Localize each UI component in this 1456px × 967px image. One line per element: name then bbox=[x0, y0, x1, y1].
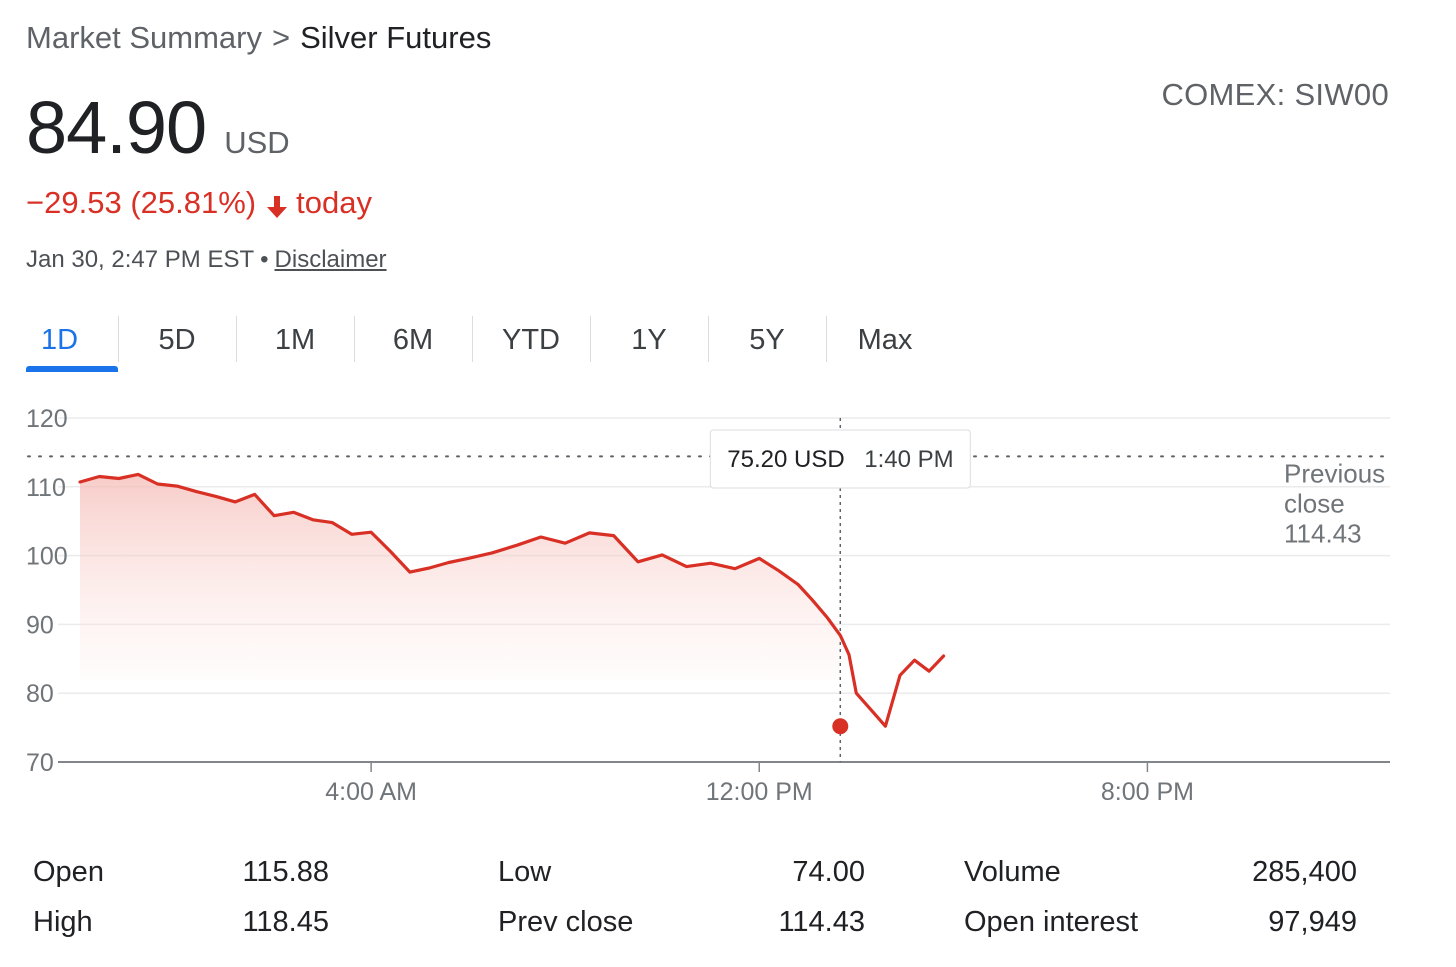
y-tick-label: 110 bbox=[26, 474, 66, 502]
hover-point bbox=[832, 718, 849, 735]
arrow-down-icon bbox=[266, 190, 288, 218]
stat-label-open-interest: Open interest bbox=[964, 906, 1139, 938]
tab-ytd[interactable]: YTD bbox=[472, 310, 590, 370]
y-tick-label: 120 bbox=[26, 405, 68, 433]
timestamp-row: Jan 30, 2:47 PM EST • Disclaimer bbox=[26, 244, 387, 276]
tab-1y[interactable]: 1Y bbox=[590, 310, 708, 370]
tab-5y[interactable]: 5Y bbox=[708, 310, 826, 370]
x-tick-label: 8:00 PM bbox=[1101, 778, 1194, 806]
stat-label-prev-close: Prev close bbox=[498, 906, 634, 938]
x-tick-label: 12:00 PM bbox=[706, 778, 813, 806]
tab-6m[interactable]: 6M bbox=[354, 310, 472, 370]
tooltip-time: 1:40 PM bbox=[864, 446, 953, 473]
breadcrumb: Market Summary > Silver Futures bbox=[26, 18, 491, 58]
price-line bbox=[78, 472, 946, 728]
tab-1d[interactable]: 1D bbox=[26, 310, 118, 372]
breadcrumb-separator: > bbox=[271, 20, 291, 55]
chart-tooltip: 75.20 USD 1:40 PM bbox=[709, 429, 971, 489]
stat-value-volume: 285,400 bbox=[1252, 856, 1357, 888]
x-tick-label: 4:00 AM bbox=[325, 778, 417, 806]
breadcrumb-current: Silver Futures bbox=[300, 20, 492, 55]
tooltip-value: 75.20 USD bbox=[727, 446, 844, 473]
stat-value-high: 118.45 bbox=[242, 906, 329, 938]
stat-value-open-interest: 97,949 bbox=[1268, 906, 1357, 938]
change-amount: −29.53 bbox=[26, 185, 122, 220]
price-change: −29.53 (25.81%) today bbox=[26, 183, 372, 223]
previous-close-label-line2: close bbox=[1284, 488, 1345, 518]
stats-table: Open 115.88 Low 74.00 Volume 285,400 Hig… bbox=[33, 852, 1363, 952]
ticker-symbol: COMEX: SIW00 bbox=[1161, 77, 1389, 112]
disclaimer-link[interactable]: Disclaimer bbox=[274, 246, 387, 273]
range-tabs: 1D 5D 1M 6M YTD 1Y 5Y Max bbox=[26, 310, 944, 372]
timestamp: Jan 30, 2:47 PM EST bbox=[26, 246, 255, 273]
stat-value-open: 115.88 bbox=[242, 856, 329, 888]
tab-max[interactable]: Max bbox=[826, 310, 944, 370]
current-price: 84.90 bbox=[26, 86, 207, 169]
change-period: today bbox=[296, 185, 372, 220]
tab-5d[interactable]: 5D bbox=[118, 310, 236, 370]
change-percent: (25.81%) bbox=[130, 185, 257, 220]
previous-close-label-line1: Previous bbox=[1284, 458, 1385, 488]
y-tick-label: 100 bbox=[26, 543, 68, 571]
tooltip-box bbox=[709, 429, 971, 489]
stat-label-open: Open bbox=[33, 856, 104, 888]
stat-label-high: High bbox=[33, 906, 93, 938]
y-tick-label: 90 bbox=[26, 611, 54, 639]
stat-value-low: 74.00 bbox=[792, 856, 865, 888]
stat-label-volume: Volume bbox=[964, 856, 1061, 888]
previous-close-value: 114.43 bbox=[1284, 518, 1362, 548]
previous-close-label: Previous close 114.43 bbox=[1284, 458, 1385, 548]
y-tick-label: 80 bbox=[26, 680, 54, 708]
price-chart[interactable]: 120 110 100 90 80 70 4:00 AM 12:00 PM 8:00 PM Pr… bbox=[0, 390, 1456, 820]
stat-label-low: Low bbox=[498, 856, 552, 888]
breadcrumb-parent-link[interactable]: Market Summary bbox=[26, 20, 262, 55]
tab-1m[interactable]: 1M bbox=[236, 310, 354, 370]
price-area-fill bbox=[80, 474, 841, 680]
timestamp-separator: • bbox=[260, 246, 269, 273]
chart-axes: 120 110 100 90 80 70 4:00 AM 12:00 PM 8:00 PM bbox=[26, 405, 1390, 806]
stats-row: Open 115.88 Low 74.00 Volume 285,400 bbox=[33, 852, 1363, 902]
stat-value-prev-close: 114.43 bbox=[778, 906, 865, 938]
y-tick-label: 70 bbox=[26, 749, 54, 777]
price-currency: USD bbox=[224, 125, 290, 160]
stats-row: High 118.45 Prev close 114.43 Open inter… bbox=[33, 902, 1363, 952]
price-row: 84.90 USD bbox=[26, 86, 290, 170]
